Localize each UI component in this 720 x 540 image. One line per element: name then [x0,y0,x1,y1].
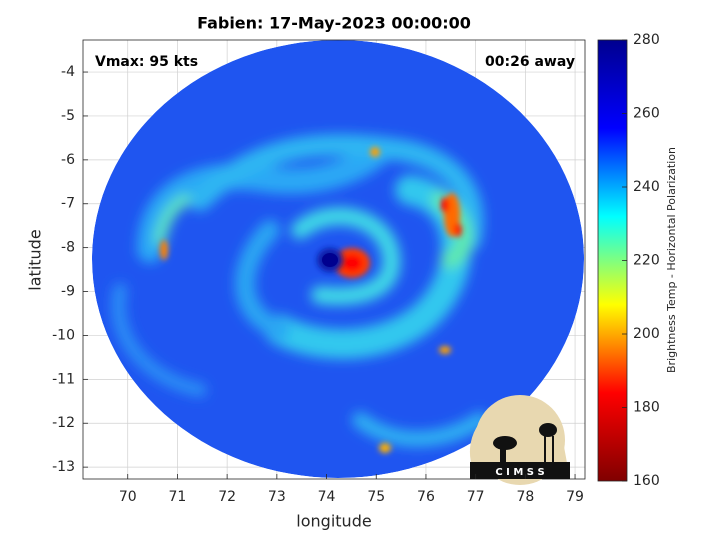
y-tick-label: -9 [61,284,75,300]
chart-title: Fabien: 17-May-2023 00:00:00 [197,14,471,33]
logo-text: C I M S S [495,467,544,478]
x-tick-label: 79 [566,489,584,505]
y-tick-label: -8 [61,240,75,256]
x-tick-label: 73 [268,489,286,505]
x-axis-label: longitude [296,512,371,531]
satellite-image [92,40,584,478]
x-tick-label: 74 [318,489,336,505]
y-tick-label: -4 [61,64,75,80]
y-axis-label: latitude [26,229,45,290]
colorbar-tick-label: 260 [633,106,660,122]
colorbar-tick-label: 200 [633,326,660,342]
colorbar-tick-label: 180 [633,400,660,416]
axes-box [82,39,586,480]
y-tick-label: -11 [52,371,75,387]
annotation: 00:26 away [485,54,575,70]
annotation: Vmax: 95 kts [95,54,198,70]
colorbar-tick-label: 240 [633,179,660,195]
x-tick-label: 77 [467,489,485,505]
x-tick-label: 71 [169,489,187,505]
colorbar-tick-label: 280 [633,32,660,48]
y-tick-label: -7 [61,196,75,212]
y-tick-label: -12 [52,415,75,431]
y-tick-label: -10 [52,327,75,343]
colorbar-label: Brightness Temp - Horizontal Polarizatio… [665,147,678,373]
x-tick-label: 70 [119,489,137,505]
y-tick-label: -13 [52,459,75,475]
y-tick-label: -6 [61,152,75,168]
cimss-logo: C I M S S [469,395,570,485]
colorbar-tick-label: 160 [633,473,660,489]
x-tick-label: 76 [417,489,435,505]
y-tick-label: -5 [61,108,75,124]
colorbar-tick-label: 220 [633,253,660,269]
x-tick-label: 75 [367,489,385,505]
x-tick-label: 72 [218,489,236,505]
x-tick-label: 78 [516,489,534,505]
